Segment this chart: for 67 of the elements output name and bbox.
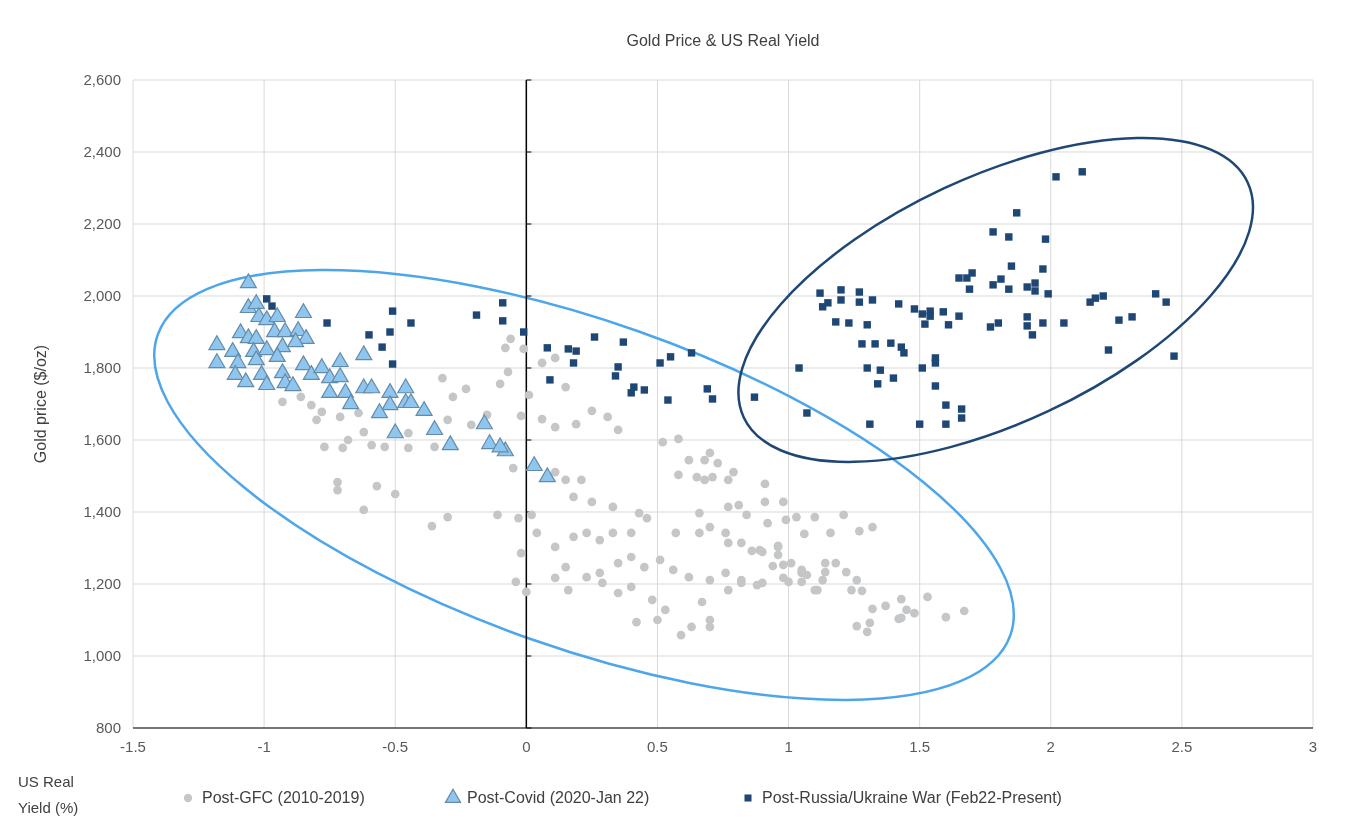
- point: [247, 350, 265, 366]
- point: [287, 332, 305, 348]
- x-tick-label: 0: [522, 738, 531, 755]
- point: [355, 345, 373, 361]
- chart-title: Gold Price & US Real Yield: [626, 32, 820, 49]
- y-tick-label: 2,400: [83, 143, 121, 161]
- legend-label: Post-Russia/Ukraine War (Feb22-Present): [762, 789, 1062, 806]
- y-tick-label: 2,200: [83, 215, 121, 233]
- point: [208, 353, 226, 369]
- point: [229, 353, 247, 369]
- point: [268, 307, 286, 323]
- x-tick-label: -0.5: [382, 738, 409, 755]
- point: [402, 393, 420, 409]
- point: [247, 294, 265, 310]
- point: [538, 467, 556, 483]
- x-tick-label: 1.5: [909, 738, 931, 755]
- point: [386, 423, 404, 439]
- y-tick-label: 1,800: [83, 359, 121, 377]
- point: [284, 376, 302, 392]
- point: [336, 383, 354, 399]
- point: [313, 358, 331, 374]
- point: [237, 372, 255, 388]
- point: [276, 322, 294, 338]
- point: [208, 335, 226, 351]
- point: [268, 347, 286, 363]
- y-tick-label: 2,000: [83, 287, 121, 305]
- x-tick-label: 1: [784, 738, 793, 755]
- y-tick-label: 1,000: [83, 647, 121, 665]
- point: [491, 437, 509, 453]
- point: [321, 383, 339, 399]
- x-tick-label: 2: [1046, 738, 1055, 755]
- point: [397, 378, 415, 394]
- legend-label: Post-GFC (2010-2019): [202, 789, 365, 806]
- point: [239, 273, 257, 289]
- point: [294, 303, 313, 319]
- x-tick-label: 0.5: [647, 738, 668, 755]
- y-tick-label: 1,200: [83, 575, 121, 593]
- point: [247, 329, 265, 345]
- point: [425, 420, 444, 436]
- x-axis-title: US Real Yield (%): [18, 773, 79, 816]
- point: [525, 456, 543, 472]
- point: [342, 394, 360, 410]
- y-tick-label: 2,600: [83, 71, 121, 89]
- x-tick-label: -1: [257, 738, 271, 755]
- point: [294, 355, 313, 371]
- point: [415, 401, 433, 417]
- y-tick-label: 1,400: [83, 503, 121, 521]
- point: [226, 365, 244, 381]
- x-tick-label: -1.5: [120, 738, 146, 755]
- point: [258, 340, 276, 356]
- point: [381, 383, 399, 399]
- y-tick-label: 1,600: [83, 431, 121, 449]
- point: [370, 403, 389, 419]
- point: [302, 365, 320, 381]
- point: [331, 367, 349, 383]
- point: [331, 352, 349, 368]
- y-tick-label: 800: [95, 719, 121, 737]
- point: [258, 375, 276, 391]
- point: [475, 414, 493, 430]
- legend-label: Post-Covid (2020-Jan 22): [467, 789, 650, 806]
- point: [224, 342, 242, 357]
- point: [381, 395, 399, 411]
- y-axis-title: Gold price ($/oz): [32, 344, 49, 464]
- x-tick-label: 3: [1308, 738, 1318, 755]
- point: [363, 378, 381, 394]
- x-tick-label: 2.5: [1171, 738, 1193, 755]
- point: [441, 435, 459, 451]
